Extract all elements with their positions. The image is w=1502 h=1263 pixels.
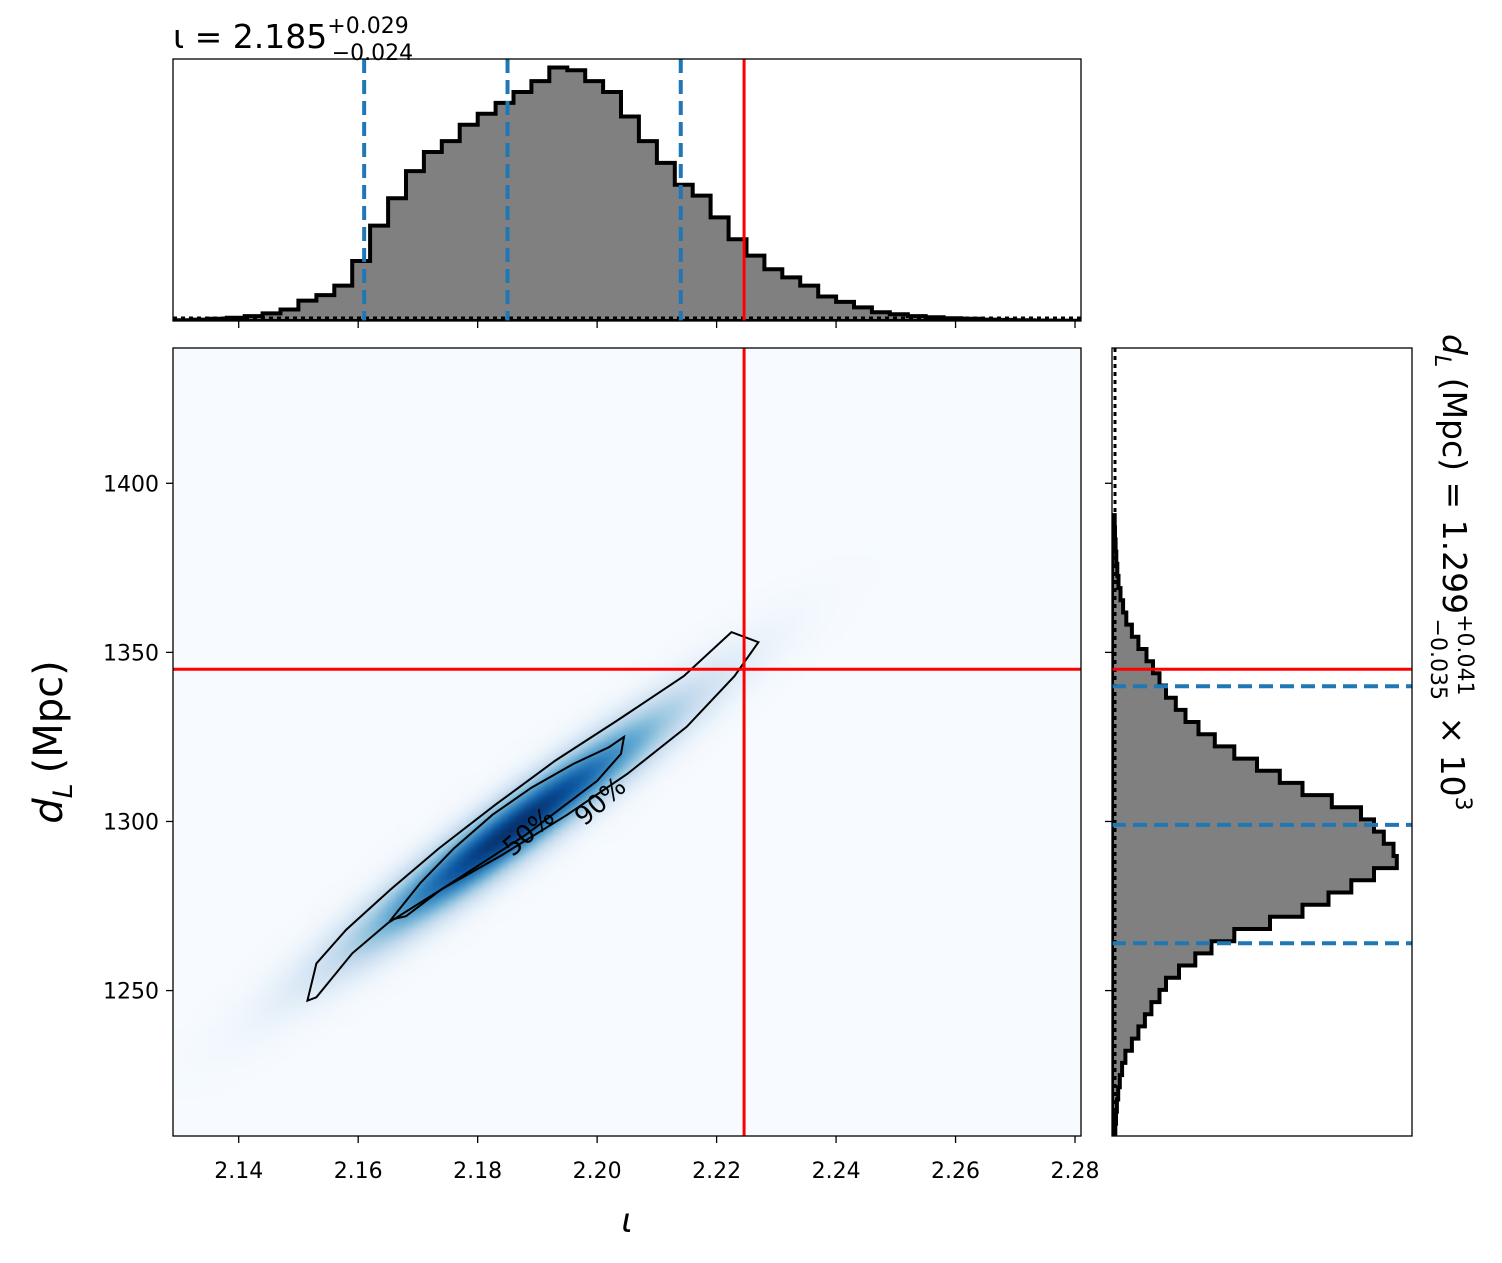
x-tick-label: 2.14 (214, 1159, 263, 1184)
joint-panel: 50%90% 2.14 2.16 2.18 2.20 2.22 2.24 2.26 2.281… (26, 347, 1100, 1241)
right-marginal-panel: dL (Mpc) = 1.299+0.041−0.035 × 103 (1105, 334, 1477, 1137)
x-tick-label: 2.16 (334, 1159, 383, 1184)
x-tick-label: 2.26 (931, 1159, 980, 1184)
top-histogram (173, 65, 1081, 321)
y-axis-label: dL(Mpc) (26, 660, 79, 824)
y-tick-label: 1400 (103, 472, 159, 497)
x-tick-label: 2.18 (453, 1159, 502, 1184)
x-tick-label: 2.24 (812, 1159, 861, 1184)
x-axis-label: ι (621, 1201, 633, 1241)
contour-90pct (305, 630, 760, 1003)
density-heatmap (173, 348, 1081, 1136)
right-frame (1111, 347, 1413, 1137)
joint-frame (172, 347, 1082, 1137)
right-histogram (1112, 513, 1399, 1136)
top-frame (172, 58, 1082, 322)
contour-50pct (388, 734, 626, 922)
right-title: dL (Mpc) = 1.299+0.041−0.035 × 103 (1425, 334, 1477, 811)
y-tick-label: 1300 (103, 810, 159, 835)
x-tick-label: 2.20 (573, 1159, 622, 1184)
top-marginal-panel: ι = 2.185+0.029 −0.024 (172, 14, 1082, 328)
y-tick-label: 1350 (103, 641, 159, 666)
top-title: ι = 2.185+0.029 −0.024 (173, 14, 413, 66)
x-tick-label: 2.22 (692, 1159, 741, 1184)
x-tick-label: 2.28 (1051, 1159, 1100, 1184)
y-tick-label: 1250 (103, 980, 159, 1005)
